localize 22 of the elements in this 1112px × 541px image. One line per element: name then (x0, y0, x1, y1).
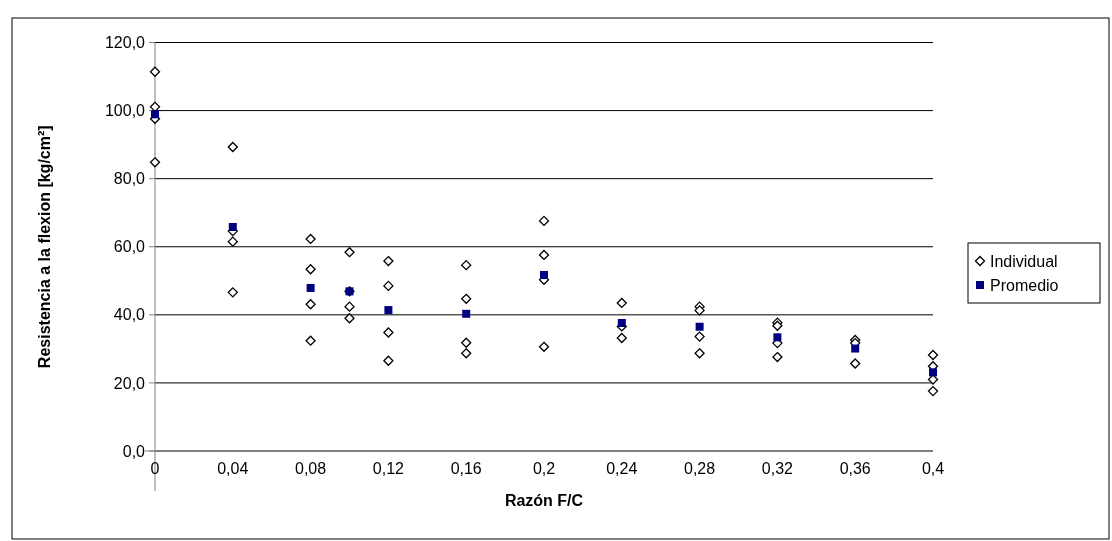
y-tick-label: 20,0 (113, 374, 146, 392)
y-axis-title: Resistencia a la flexion [kg/cm²] (36, 125, 53, 369)
x-tick-label: 0,32 (761, 460, 794, 477)
x-axis-title: Razón F/C (504, 492, 584, 509)
y-tick-label: 100,0 (104, 102, 146, 120)
x-tick-label: 0,16 (450, 460, 482, 477)
x-tick-label: 0,24 (606, 460, 638, 477)
legend-label: Individual (990, 252, 1058, 270)
x-tick-label: 0,08 (295, 460, 327, 477)
x-tick-label: 0,04 (217, 460, 249, 477)
y-tick-label: 80,0 (113, 170, 146, 188)
y-tick-label: 120,0 (104, 34, 146, 52)
x-tick-label: 0,2 (532, 460, 556, 477)
y-tick-label: 0,0 (122, 442, 146, 460)
x-tick-label: 0,4 (921, 460, 945, 477)
x-tick-label: 0,12 (372, 460, 405, 477)
y-tick-label: 60,0 (113, 238, 146, 256)
x-tick-label: 0,36 (839, 460, 871, 477)
legend-label: Promedio (990, 276, 1059, 294)
y-tick-label: 40,0 (113, 306, 146, 324)
x-tick-label: 0,28 (684, 460, 716, 477)
x-tick-label: 0 (150, 460, 160, 477)
